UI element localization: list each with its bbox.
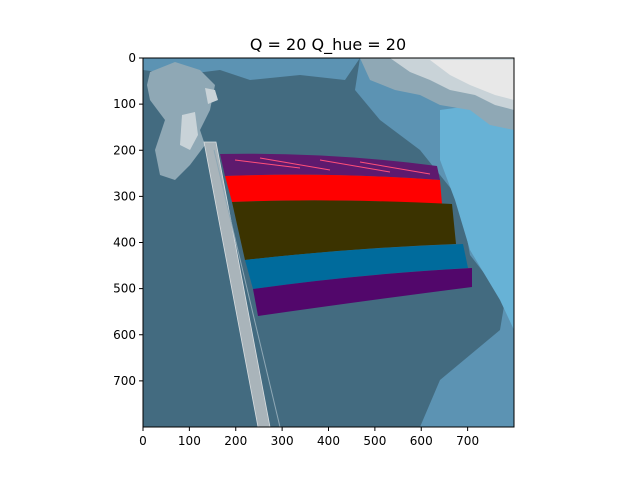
cloud-left <box>147 62 215 180</box>
plot-title: Q = 20 Q_hue = 20 <box>250 35 406 55</box>
y-tick-label: 500 <box>113 282 136 296</box>
x-tick-label: 700 <box>456 434 479 448</box>
y-tick-label: 100 <box>113 97 136 111</box>
cloud-top-right-white <box>430 60 514 100</box>
sky-mid-strip <box>143 58 360 80</box>
y-tick-label: 600 <box>113 328 136 342</box>
x-tick-label: 200 <box>224 434 247 448</box>
flag-stripe-purple-bottom <box>253 268 472 316</box>
x-tick-label: 100 <box>178 434 201 448</box>
x-axis: 0 100 200 300 400 500 600 700 <box>139 427 479 448</box>
y-axis: 0 100 200 300 400 500 600 700 <box>113 51 143 388</box>
x-tick-label: 500 <box>363 434 386 448</box>
flag-pole-shadow <box>213 149 281 427</box>
flag-stripe-red <box>225 174 442 204</box>
image-area <box>143 58 514 427</box>
cloud-left-light <box>180 112 198 150</box>
flag-stripe-olive <box>232 200 456 260</box>
cloud-left-light-2 <box>205 88 218 104</box>
y-tick-label: 700 <box>113 374 136 388</box>
x-tick-label: 300 <box>271 434 294 448</box>
y-tick-label: 400 <box>113 236 136 250</box>
x-tick-label: 400 <box>317 434 340 448</box>
flag-streaks <box>234 157 431 175</box>
y-tick-label: 200 <box>113 143 136 157</box>
y-tick-label: 0 <box>128 51 136 65</box>
y-tick-label: 300 <box>113 189 136 203</box>
x-tick-label: 0 <box>139 434 147 448</box>
x-tick-label: 600 <box>410 434 433 448</box>
flag-pole <box>203 141 271 427</box>
sky-light-region <box>440 100 514 330</box>
flag-stripe-blue <box>245 244 468 289</box>
